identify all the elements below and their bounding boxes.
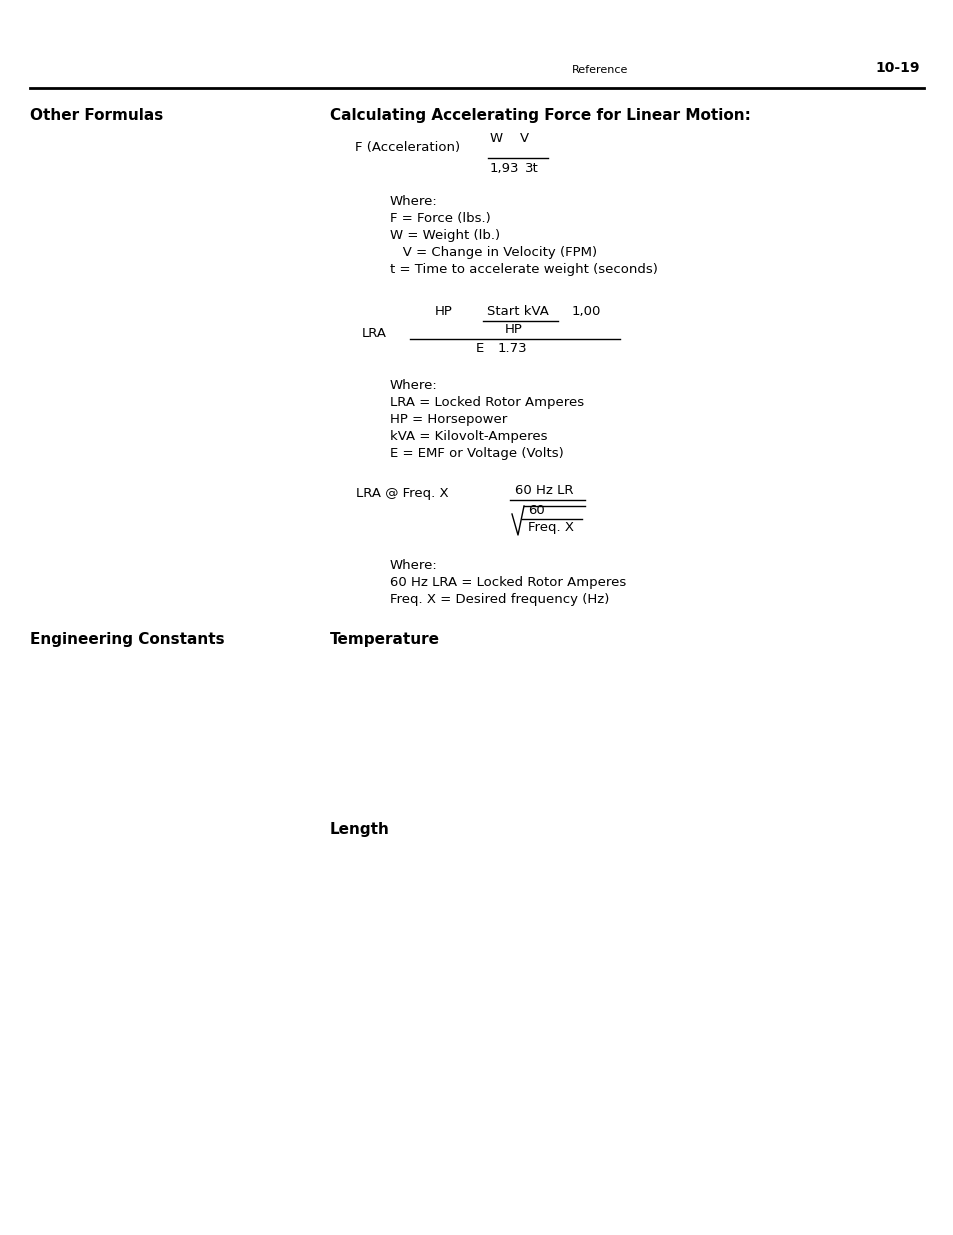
Text: Length: Length bbox=[330, 823, 390, 837]
Text: 1,93: 1,93 bbox=[490, 162, 519, 175]
Text: Reference: Reference bbox=[572, 65, 628, 75]
Text: LRA @ Freq. X: LRA @ Freq. X bbox=[355, 488, 448, 500]
Text: HP = Horsepower: HP = Horsepower bbox=[390, 412, 507, 426]
Text: Start kVA: Start kVA bbox=[486, 305, 548, 317]
Text: W: W bbox=[490, 131, 502, 144]
Text: 3t: 3t bbox=[524, 162, 538, 175]
Text: kVA = Kilovolt-Amperes: kVA = Kilovolt-Amperes bbox=[390, 430, 547, 443]
Text: E = EMF or Voltage (Volts): E = EMF or Voltage (Volts) bbox=[390, 447, 563, 459]
Text: 1,00: 1,00 bbox=[572, 305, 600, 317]
Text: Temperature: Temperature bbox=[330, 632, 439, 647]
Text: E: E bbox=[476, 342, 484, 354]
Text: F (Acceleration): F (Acceleration) bbox=[355, 142, 459, 154]
Text: 1.73: 1.73 bbox=[497, 342, 527, 354]
Text: Where:: Where: bbox=[390, 195, 437, 207]
Text: 60 Hz LRA = Locked Rotor Amperes: 60 Hz LRA = Locked Rotor Amperes bbox=[390, 576, 625, 589]
Text: HP: HP bbox=[504, 324, 522, 336]
Text: Freq. X: Freq. X bbox=[527, 521, 574, 534]
Text: LRA: LRA bbox=[361, 327, 387, 340]
Text: Freq. X = Desired frequency (Hz): Freq. X = Desired frequency (Hz) bbox=[390, 593, 609, 606]
Text: Engineering Constants: Engineering Constants bbox=[30, 632, 224, 647]
Text: F = Force (lbs.): F = Force (lbs.) bbox=[390, 212, 490, 225]
Text: Calculating Accelerating Force for Linear Motion:: Calculating Accelerating Force for Linea… bbox=[330, 107, 750, 124]
Text: V: V bbox=[519, 131, 529, 144]
Text: 10-19: 10-19 bbox=[875, 61, 919, 75]
Text: t = Time to accelerate weight (seconds): t = Time to accelerate weight (seconds) bbox=[390, 263, 658, 275]
Text: 60 Hz LR: 60 Hz LR bbox=[515, 484, 573, 496]
Text: Where:: Where: bbox=[390, 559, 437, 572]
Text: Where:: Where: bbox=[390, 379, 437, 391]
Text: HP: HP bbox=[435, 305, 453, 317]
Text: LRA = Locked Rotor Amperes: LRA = Locked Rotor Amperes bbox=[390, 396, 583, 409]
Text: V = Change in Velocity (FPM): V = Change in Velocity (FPM) bbox=[390, 246, 597, 259]
Text: Other Formulas: Other Formulas bbox=[30, 107, 163, 124]
Text: W = Weight (lb.): W = Weight (lb.) bbox=[390, 228, 499, 242]
Text: 60: 60 bbox=[527, 504, 544, 517]
